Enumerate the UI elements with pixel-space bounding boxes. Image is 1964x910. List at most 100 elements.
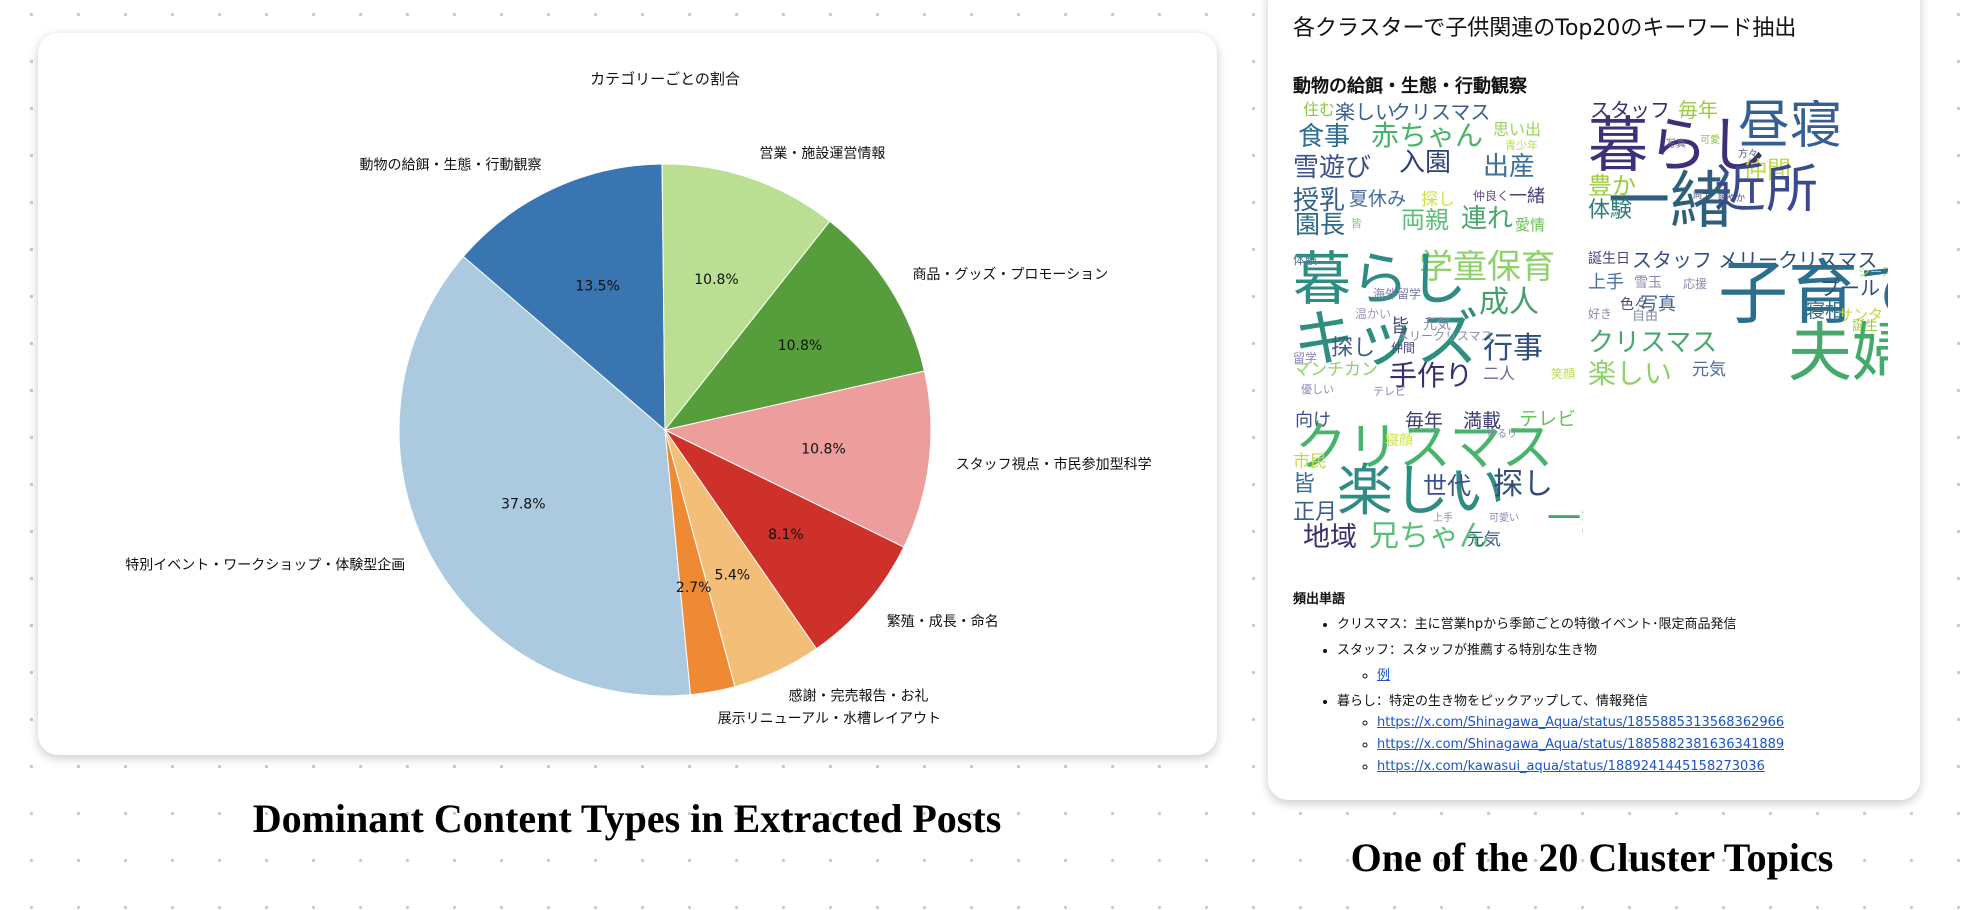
cloud-word: 学童保育 (1419, 250, 1555, 287)
cloud-word: 寝顔 (1385, 433, 1413, 449)
cloud-word: 探し (1493, 467, 1553, 502)
link-list: 例 (1337, 664, 1784, 683)
cloud-word: 連れ (1461, 204, 1514, 234)
cloud-word: 夫婦 (1788, 317, 1888, 391)
cloud-word: 楽しい (1588, 357, 1673, 390)
cloud-word: 近所 (1714, 160, 1819, 220)
slice-category-label: 営業・施設運営情報 (759, 146, 885, 162)
cloud-word: 園長 (1295, 210, 1346, 239)
word-cloud: 体験 学童保育 暮らし 海外留学 温かい 成人 キッズ皆元気 メリークリスマス 留学 探し 仲間 行事… (1293, 250, 1583, 400)
pie-slice (462, 163, 666, 432)
pie-caption: Dominant Content Types in Extracted Post… (252, 796, 1002, 841)
cloud-word: 皆 (1351, 217, 1362, 230)
link-item: https://x.com/Shinagawa_Aqua/status/1855… (1377, 715, 1784, 730)
cloud-word: 赤ちゃん (1371, 119, 1484, 152)
slice-percent-label: 2.7% (676, 580, 712, 596)
frequent-word-text: クリスマス：主に営業hpから季節ごとの特徴イベント･限定商品発信 (1337, 617, 1737, 632)
cloud-word: クリスマス (1391, 100, 1491, 124)
cloud-word: 仲間 (1391, 341, 1416, 355)
slice-percent-label: 10.8% (778, 338, 822, 354)
slice-percent-label: 10.8% (801, 442, 845, 458)
cloud-word: 楽しい (1335, 100, 1395, 124)
cloud-word: 暮らし (1293, 250, 1468, 313)
cloud-word: 行事 (1483, 331, 1543, 366)
slice-category-label: 展示リニューアル・水槽レイアウト (718, 711, 941, 727)
cloud-word: 両親 (1401, 206, 1449, 234)
word-cloud: スタッフ 毎年 昼寝 暮らし 写真 可愛 方々 仲間 豊か 一緒 近所 体験 同士 賑やか (1588, 100, 1888, 240)
cloud-word: 応援 (1683, 277, 1708, 291)
cloud-word: 皆 (1391, 316, 1409, 337)
cloud-word: 上手 (1433, 513, 1453, 524)
slice-percent-label: 10.8% (694, 272, 738, 288)
cloud-word: 成人 (1479, 285, 1539, 320)
frequent-words-list: クリスマス：主に営業hpから季節ごとの特徴イベント･限定商品発信スタッフ：スタッ… (1293, 613, 1784, 774)
pie-slice (664, 429, 736, 696)
cloud-word: 自由 (1632, 309, 1659, 324)
wordcloud-title: 各クラスターで子供関連のTop20のキーワード抽出 (1293, 16, 1797, 41)
post-link[interactable]: https://x.com/Shinagawa_Aqua/status/1885… (1377, 737, 1785, 752)
cloud-word: 子育て (1718, 252, 1888, 334)
cloud-word: 方々 (1738, 149, 1758, 160)
word-cloud: 向け 毎年 満載 テレビ クリスマス 市民 寝顔 ゆるり皆楽しい 世代 探し 正月 上手 可愛い 地域 兄ち… (1293, 410, 1583, 570)
slice-percent-label: 13.5% (575, 278, 619, 294)
cloud-word: ゆるり (1487, 429, 1517, 440)
word-cloud: 住む 楽しい クリスマス 食事 赤ちゃん 思い出 青少年 雪遊び 入園 出産 授乳 夏休み 探し 仲良く一… (1293, 100, 1583, 240)
cloud-word: 暮らし (1588, 111, 1768, 181)
cloud-word: 毎年 (1405, 410, 1444, 432)
cloud-word: 豊か (1588, 172, 1636, 200)
cloud-word: 向け (1295, 410, 1331, 431)
slice-category-label: 商品・グッズ・プロモーション (912, 267, 1108, 283)
cloud-word: 仲間 (1743, 156, 1791, 184)
cloud-word: 手作り (1389, 359, 1474, 392)
cloud-word: 笑顔 (1551, 367, 1576, 381)
cloud-word: 地域 (1303, 522, 1357, 553)
wordcloud-caption: One of the 20 Cluster Topics (1350, 835, 1834, 880)
slice-category-label: 動物の給餌・生態・行動観察 (360, 157, 542, 174)
cloud-word: 住む (1303, 100, 1336, 119)
frequent-word-text: 暮らし：特定の生き物をピックアップして、情報発信 (1337, 694, 1648, 709)
cloud-word: テレビ (1373, 385, 1406, 398)
cloud-word: 一緒 (1547, 499, 1583, 539)
link-item: 例 (1377, 664, 1784, 683)
pie-chart: カテゴリーごとの割合 37.8% 特別イベント・ワークショップ・体験型企画 13.5… (125, 70, 1152, 727)
cloud-word: 仲良く (1473, 189, 1510, 203)
cloud-word: 寝相 (1806, 300, 1845, 322)
cloud-word: クリスマス (1588, 328, 1718, 358)
cloud-word: 体験 (1293, 253, 1318, 267)
cloud-word: 二人 (1483, 364, 1516, 383)
pie-chart-card: カテゴリーごとの割合 37.8% 特別イベント・ワークショップ・体験型企画 13.5… (38, 33, 1217, 755)
cloud-word: 皆 (1293, 472, 1316, 497)
cloud-word: 写真 (1666, 139, 1686, 150)
cloud-word: 可愛い (1489, 513, 1519, 524)
cloud-word: 雪遊び (1293, 153, 1372, 183)
cloud-word: 毎年 (1678, 100, 1718, 122)
chart-title: カテゴリーごとの割合 (590, 70, 740, 88)
cloud-word: サンタ (1838, 306, 1884, 324)
pie-slice (663, 220, 925, 431)
cloud-word: 昼寝 (1738, 100, 1843, 156)
post-link[interactable]: 例 (1377, 668, 1391, 683)
cloud-word: 同士 (1693, 191, 1712, 201)
cloud-word: 色々 (1620, 297, 1648, 313)
cloud-word: マンチカン (1293, 360, 1378, 380)
slice-category-label: 特別イベント・ワークショップ・体験型企画 (125, 557, 405, 574)
post-link[interactable]: https://x.com/Shinagawa_Aqua/status/1855… (1377, 715, 1785, 730)
cloud-word: 授乳 (1293, 186, 1346, 216)
post-link[interactable]: https://x.com/kawasui_aqua/status/188924… (1377, 759, 1765, 774)
slice-percent-label: 5.4% (715, 568, 751, 584)
cloud-word: 愛情 (1515, 216, 1546, 234)
cloud-word: 夏休み (1349, 188, 1407, 210)
cloud-word: 元気 (1423, 317, 1451, 333)
cluster-subtitle: 動物の給餌・生態・行動観察 (1293, 76, 1527, 97)
cloud-word: 食事 (1298, 122, 1351, 152)
link-item: https://x.com/kawasui_aqua/status/188924… (1377, 759, 1784, 774)
cloud-word: 入園 (1399, 148, 1452, 178)
slice-category-label: スタッフ視点・市民参加型科学 (956, 456, 1152, 473)
frequent-word-item: クリスマス：主に営業hpから季節ごとの特徴イベント･限定商品発信 (1337, 613, 1784, 632)
link-list: https://x.com/Shinagawa_Aqua/status/1855… (1337, 715, 1784, 774)
slice-category-label: 感謝・完売報告・お礼 (788, 687, 928, 704)
cloud-word: 探し (1421, 190, 1455, 210)
frequent-word-text: スタッフ：スタッフが推薦する特別な生き物 (1337, 643, 1598, 658)
link-item: https://x.com/Shinagawa_Aqua/status/1885… (1377, 737, 1784, 752)
cloud-word: 海外留学 (1373, 287, 1422, 301)
